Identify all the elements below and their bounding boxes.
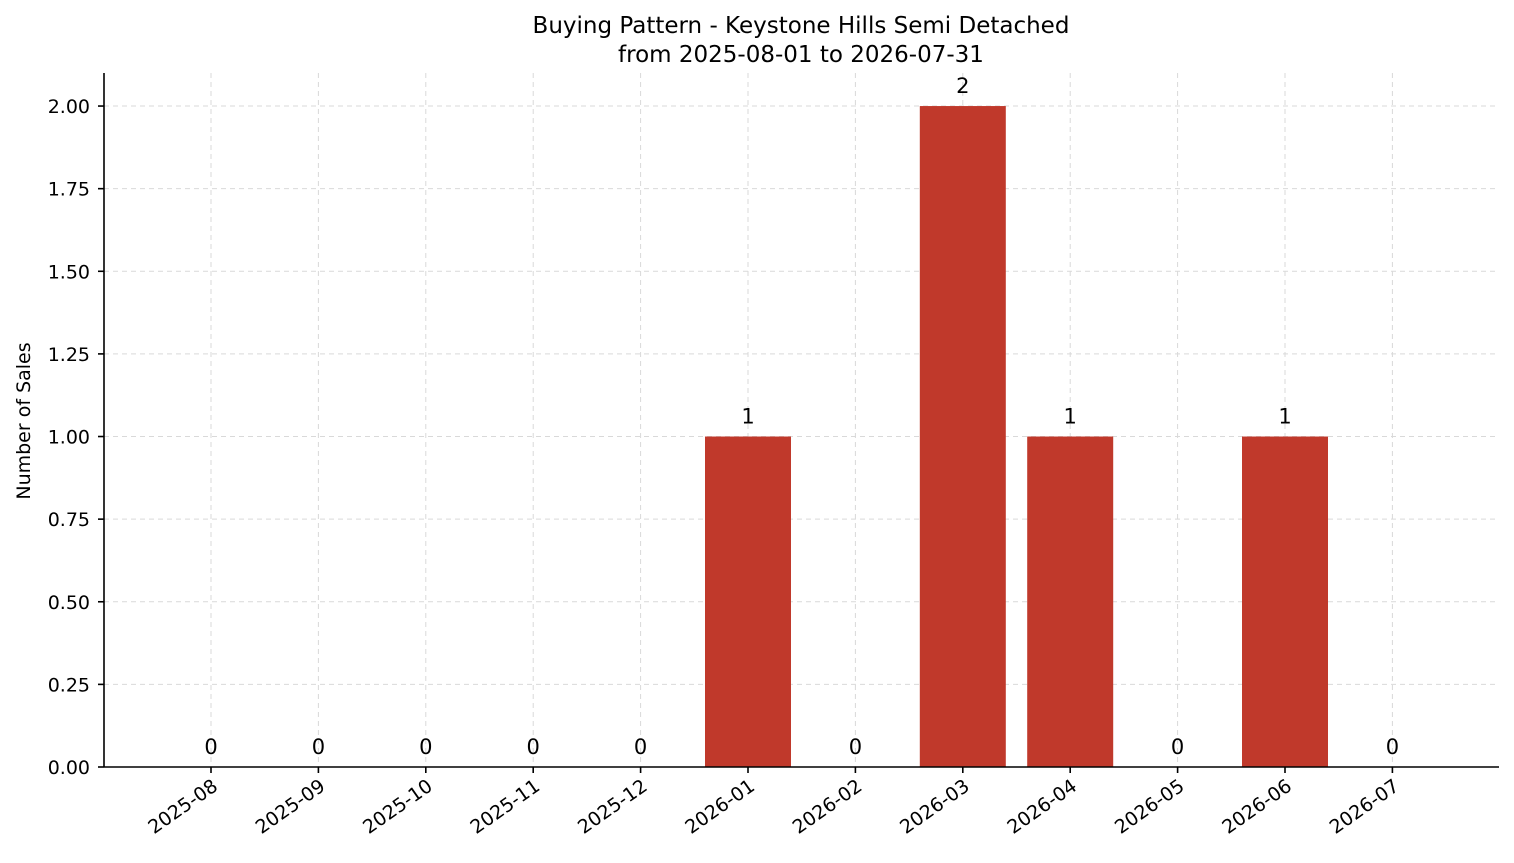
x-tick-label-2026-07: 2026-07: [1326, 775, 1404, 839]
chart-subtitle: from 2025-08-01 to 2026-07-31: [618, 42, 984, 68]
y-tick-label: 1.50: [48, 261, 90, 283]
data-label-2026-02: 0: [849, 735, 862, 759]
x-tick-label-2025-09: 2025-09: [252, 775, 330, 839]
bar-2026-01: [705, 436, 791, 767]
bars-layer: [705, 106, 1328, 768]
data-label-2025-08: 0: [204, 735, 217, 759]
x-tick-label-2026-05: 2026-05: [1111, 775, 1189, 839]
x-tick-label-2026-03: 2026-03: [896, 775, 974, 839]
chart-title-group: Buying Pattern - Keystone Hills Semi Det…: [533, 13, 1070, 68]
y-ticks-layer: 0.00 0.25 0.50 0.75 1.00 1.25 1.50 1.75 2.00: [48, 96, 104, 779]
y-tick-label: 2.00: [48, 96, 90, 118]
data-label-2025-11: 0: [527, 735, 540, 759]
data-labels-layer: 0 0 0 0 0 1 0 2 1 0 1 0: [204, 74, 1399, 759]
y-tick-label: 0.50: [48, 592, 90, 614]
x-ticks-layer: 2025-08 2025-09 2025-10 2025-11 2025-12 2026-…: [144, 767, 1403, 839]
data-label-2025-10: 0: [419, 735, 432, 759]
data-label-2026-07: 0: [1386, 735, 1399, 759]
y-tick-label: 0.00: [48, 757, 90, 779]
data-label-2026-05: 0: [1171, 735, 1184, 759]
x-tick-label-2026-04: 2026-04: [1003, 775, 1081, 839]
bar-2026-03: [919, 106, 1006, 768]
y-tick-label: 1.00: [48, 427, 90, 449]
data-label-2026-03: 2: [956, 74, 969, 98]
x-tick-label-2026-02: 2026-02: [789, 775, 867, 839]
bar-2026-06: [1242, 436, 1328, 767]
y-tick-label: 0.25: [48, 674, 90, 696]
data-label-2025-12: 0: [634, 735, 647, 759]
x-tick-label-2025-08: 2025-08: [144, 775, 222, 839]
x-tick-label-2025-11: 2025-11: [466, 775, 544, 839]
y-tick-label: 1.75: [48, 179, 90, 201]
x-tick-label-2026-01: 2026-01: [681, 775, 759, 839]
data-label-2026-01: 1: [741, 405, 754, 429]
y-tick-label: 0.75: [48, 509, 90, 531]
data-label-2025-09: 0: [312, 735, 325, 759]
y-axis-label: Number of Sales: [13, 342, 35, 499]
y-tick-label: 1.25: [48, 344, 90, 366]
chart-title: Buying Pattern - Keystone Hills Semi Det…: [533, 13, 1070, 39]
x-tick-label-2026-06: 2026-06: [1218, 775, 1296, 839]
bar-2026-04: [1027, 436, 1114, 767]
x-tick-label-2025-10: 2025-10: [359, 775, 437, 839]
data-label-2026-06: 1: [1278, 405, 1291, 429]
data-label-2026-04: 1: [1064, 405, 1077, 429]
x-tick-label-2025-12: 2025-12: [574, 775, 652, 839]
